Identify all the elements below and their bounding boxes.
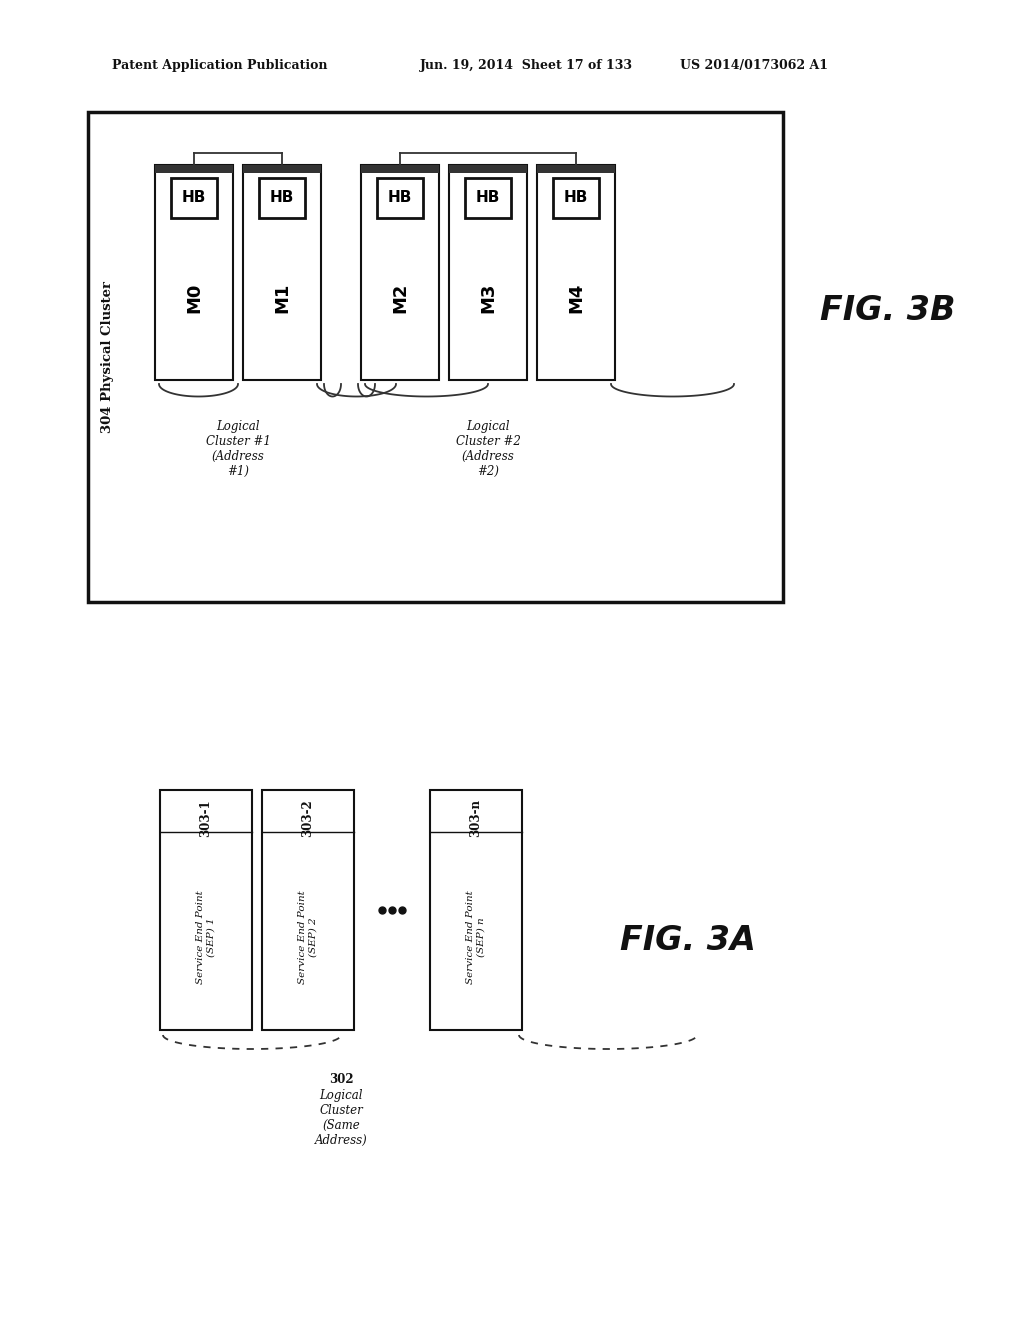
Text: HB: HB — [564, 190, 588, 206]
Bar — [243, 165, 321, 173]
Text: HB: HB — [388, 190, 413, 206]
Text: M4: M4 — [567, 282, 585, 313]
Text: 303-2: 303-2 — [301, 799, 314, 837]
Text: HB: HB — [182, 190, 206, 206]
Text: US 2014/0173062 A1: US 2014/0173062 A1 — [680, 58, 828, 71]
Bar — [243, 165, 321, 380]
Bar — [430, 789, 522, 1030]
Bar — [88, 112, 783, 602]
Text: M1: M1 — [273, 282, 291, 313]
Text: Patent Application Publication: Patent Application Publication — [112, 58, 328, 71]
Text: FIG. 3A: FIG. 3A — [620, 924, 756, 957]
Text: 304 Physical Cluster: 304 Physical Cluster — [101, 281, 115, 433]
Text: Logical
Cluster #1
(Address
#1): Logical Cluster #1 (Address #1) — [206, 420, 270, 478]
Bar — [259, 178, 305, 218]
Text: 303-n: 303-n — [469, 799, 482, 837]
Text: Jun. 19, 2014  Sheet 17 of 133: Jun. 19, 2014 Sheet 17 of 133 — [420, 58, 633, 71]
Text: Logical
Cluster
(Same
Address): Logical Cluster (Same Address) — [314, 1089, 368, 1147]
Text: 303-1: 303-1 — [200, 799, 213, 837]
Bar — [449, 165, 527, 173]
Text: Logical
Cluster #2
(Address
#2): Logical Cluster #2 (Address #2) — [456, 420, 520, 478]
Text: M3: M3 — [479, 282, 497, 313]
Bar — [361, 165, 439, 380]
Bar — [537, 165, 615, 173]
Bar — [553, 178, 599, 218]
Bar — [465, 178, 511, 218]
Text: HB: HB — [476, 190, 500, 206]
Bar — [262, 789, 354, 1030]
Text: 302: 302 — [329, 1073, 353, 1086]
Bar — [449, 165, 527, 380]
Text: HB: HB — [269, 190, 294, 206]
Bar — [160, 789, 252, 1030]
Bar — [537, 165, 615, 380]
Bar — [171, 178, 217, 218]
Bar — [155, 165, 233, 173]
Text: Service End Point
(SEP) 2: Service End Point (SEP) 2 — [298, 890, 317, 983]
Bar — [361, 165, 439, 173]
Bar — [155, 165, 233, 380]
Text: FIG. 3B: FIG. 3B — [820, 293, 955, 326]
Text: M2: M2 — [391, 282, 409, 313]
Text: Service End Point
(SEP) 1: Service End Point (SEP) 1 — [197, 890, 216, 983]
Bar — [377, 178, 423, 218]
Text: M0: M0 — [185, 282, 203, 313]
Text: Service End Point
(SEP) n: Service End Point (SEP) n — [466, 890, 485, 983]
